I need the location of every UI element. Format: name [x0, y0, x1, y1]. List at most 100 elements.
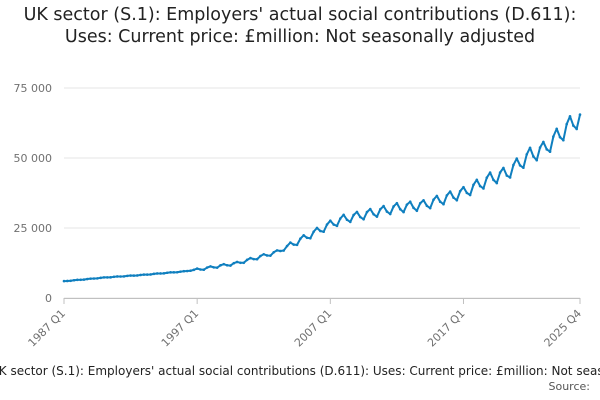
- data-point[interactable]: [122, 275, 126, 278]
- data-point[interactable]: [535, 158, 539, 162]
- data-point[interactable]: [292, 243, 296, 246]
- data-point[interactable]: [212, 266, 216, 269]
- legend-item[interactable]: UK sector (S.1): Employers' actual socia…: [0, 364, 600, 378]
- data-point[interactable]: [445, 194, 449, 197]
- data-point[interactable]: [448, 190, 452, 193]
- data-point[interactable]: [515, 157, 519, 160]
- data-point[interactable]: [398, 207, 402, 211]
- data-point[interactable]: [562, 138, 565, 142]
- data-point[interactable]: [112, 275, 116, 279]
- data-point[interactable]: [312, 230, 315, 233]
- data-point[interactable]: [458, 189, 462, 193]
- data-point[interactable]: [528, 146, 532, 150]
- data-point[interactable]: [109, 276, 112, 279]
- data-point[interactable]: [455, 198, 459, 202]
- data-point[interactable]: [532, 155, 535, 158]
- data-point[interactable]: [272, 250, 276, 254]
- data-point[interactable]: [89, 277, 92, 280]
- data-point[interactable]: [309, 237, 312, 240]
- data-point[interactable]: [382, 204, 385, 208]
- data-point[interactable]: [485, 176, 489, 179]
- data-point[interactable]: [435, 194, 439, 198]
- data-point[interactable]: [555, 127, 558, 131]
- data-point[interactable]: [542, 140, 545, 144]
- data-point[interactable]: [329, 219, 332, 222]
- data-point[interactable]: [219, 264, 222, 267]
- data-point[interactable]: [235, 260, 239, 264]
- data-point[interactable]: [245, 258, 249, 262]
- data-point[interactable]: [512, 163, 515, 167]
- data-point[interactable]: [508, 176, 512, 179]
- data-point[interactable]: [552, 135, 555, 138]
- data-point[interactable]: [169, 271, 172, 274]
- data-point[interactable]: [565, 122, 568, 126]
- data-point[interactable]: [249, 256, 252, 260]
- data-point[interactable]: [82, 278, 86, 281]
- data-point[interactable]: [465, 191, 469, 195]
- data-point[interactable]: [345, 218, 349, 222]
- data-point[interactable]: [255, 257, 259, 261]
- data-point[interactable]: [402, 210, 405, 214]
- data-point[interactable]: [99, 276, 102, 280]
- data-point[interactable]: [192, 268, 196, 272]
- data-point[interactable]: [365, 210, 369, 214]
- data-point[interactable]: [172, 271, 176, 274]
- data-point[interactable]: [332, 223, 335, 226]
- data-point[interactable]: [392, 205, 395, 208]
- data-point[interactable]: [95, 277, 99, 280]
- data-point[interactable]: [372, 213, 375, 216]
- data-point[interactable]: [538, 146, 542, 149]
- data-point[interactable]: [215, 266, 219, 269]
- data-point[interactable]: [418, 201, 422, 205]
- data-point[interactable]: [478, 184, 482, 188]
- data-point[interactable]: [495, 181, 499, 185]
- data-point[interactable]: [395, 201, 399, 205]
- data-point[interactable]: [242, 261, 246, 265]
- data-point[interactable]: [368, 207, 372, 211]
- data-point[interactable]: [69, 279, 72, 283]
- data-point[interactable]: [265, 254, 269, 257]
- data-point[interactable]: [262, 252, 266, 256]
- data-point[interactable]: [355, 210, 359, 214]
- data-point[interactable]: [415, 209, 419, 213]
- data-point[interactable]: [76, 278, 79, 282]
- data-point[interactable]: [375, 215, 379, 218]
- data-point[interactable]: [189, 269, 192, 273]
- data-point[interactable]: [302, 233, 305, 237]
- data-point[interactable]: [285, 244, 289, 248]
- data-point[interactable]: [66, 279, 69, 283]
- data-point[interactable]: [425, 204, 429, 208]
- data-point[interactable]: [438, 200, 442, 204]
- data-point[interactable]: [115, 275, 119, 278]
- data-point[interactable]: [352, 213, 355, 217]
- data-point[interactable]: [232, 261, 236, 265]
- data-point[interactable]: [102, 276, 106, 279]
- data-point[interactable]: [165, 271, 169, 275]
- data-point[interactable]: [378, 207, 382, 211]
- data-point[interactable]: [209, 265, 212, 268]
- data-point[interactable]: [335, 224, 339, 228]
- data-point[interactable]: [452, 196, 455, 199]
- data-point[interactable]: [199, 268, 202, 271]
- data-point[interactable]: [568, 114, 572, 118]
- data-point[interactable]: [518, 164, 522, 167]
- data-point[interactable]: [498, 171, 502, 174]
- data-point[interactable]: [159, 272, 162, 275]
- data-point[interactable]: [162, 272, 166, 275]
- data-point[interactable]: [388, 212, 392, 216]
- data-point[interactable]: [195, 267, 199, 270]
- data-point[interactable]: [139, 273, 142, 277]
- data-point[interactable]: [472, 183, 475, 187]
- data-point[interactable]: [428, 206, 432, 210]
- data-point[interactable]: [182, 269, 186, 273]
- data-point[interactable]: [125, 274, 129, 278]
- data-point[interactable]: [412, 206, 415, 210]
- data-point[interactable]: [152, 272, 156, 276]
- data-point[interactable]: [349, 220, 352, 224]
- data-point[interactable]: [269, 254, 272, 257]
- data-point[interactable]: [239, 261, 242, 265]
- data-point[interactable]: [252, 257, 256, 261]
- data-point[interactable]: [289, 241, 292, 244]
- data-point[interactable]: [259, 254, 262, 258]
- data-point[interactable]: [405, 203, 409, 206]
